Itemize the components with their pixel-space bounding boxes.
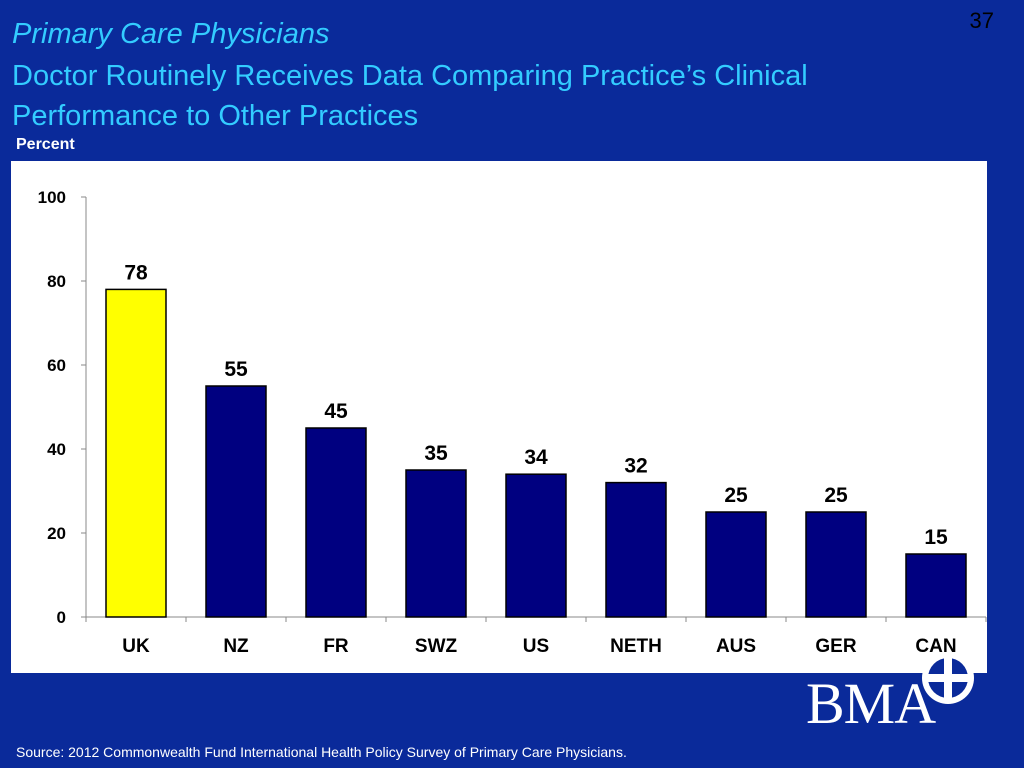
y-tick-label: 20 <box>47 524 66 543</box>
bar-value-label: 25 <box>724 484 748 507</box>
y-tick-label: 100 <box>38 188 66 207</box>
x-category-label: SWZ <box>415 636 458 657</box>
y-axis-label: Percent <box>16 136 75 153</box>
bar-uk <box>105 288 167 618</box>
chart-panel: 0 20 40 60 80 100 78 UK 55 NZ 45 FR 35 SWZ 34 US 32 NETH 2… <box>11 161 987 673</box>
bar-neth <box>605 481 667 618</box>
bar-value-label: 78 <box>124 261 148 284</box>
bar-value-label: 55 <box>224 358 248 381</box>
bar-nz <box>205 385 267 618</box>
x-category-label: NETH <box>610 636 662 657</box>
bar-us <box>505 473 567 618</box>
y-tick-label: 0 <box>57 608 66 627</box>
y-tick-label: 80 <box>47 272 66 291</box>
slide-title-line1: Primary Care Physicians <box>12 18 330 50</box>
x-category-label: FR <box>323 636 349 657</box>
bma-logo: BMA <box>800 650 990 740</box>
bar-value-label: 25 <box>824 484 848 507</box>
bar-value-label: 45 <box>324 400 348 423</box>
bar-value-label: 34 <box>524 446 548 469</box>
bar-value-label: 15 <box>924 526 948 549</box>
bar-value-label: 32 <box>624 455 647 478</box>
x-category-label: UK <box>122 636 150 657</box>
bar-chart: 0 20 40 60 80 100 78 UK 55 NZ 45 FR 35 SWZ 34 US 32 NETH 2… <box>38 188 987 657</box>
bar-fr <box>305 427 367 618</box>
bar-aus <box>705 511 767 618</box>
bma-logo-text: BMA <box>806 671 936 736</box>
x-category-label: GER <box>815 636 856 657</box>
slide-title-line2: Doctor Routinely Receives Data Comparing… <box>12 60 808 132</box>
x-category-label: CAN <box>915 636 956 657</box>
bar-can <box>905 553 967 618</box>
bar-ger <box>805 511 867 618</box>
source-note: Source: 2012 Commonwealth Fund Internati… <box>16 744 627 760</box>
x-category-label: AUS <box>716 636 756 657</box>
bma-emblem-icon <box>922 652 974 704</box>
bar-value-label: 35 <box>424 442 448 465</box>
x-category-label: NZ <box>223 636 249 657</box>
y-tick-label: 60 <box>47 356 66 375</box>
bar-swz <box>405 469 467 618</box>
x-category-label: US <box>523 636 549 657</box>
y-tick-label: 40 <box>47 440 66 459</box>
slide-number: 37 <box>969 8 994 33</box>
